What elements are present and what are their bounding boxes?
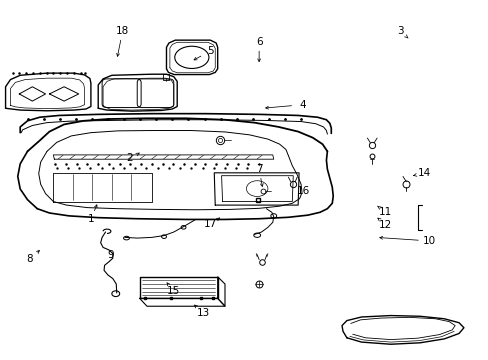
Text: 9: 9 [107,250,114,260]
Text: 16: 16 [296,186,309,196]
Text: 4: 4 [299,100,305,110]
Text: 14: 14 [417,168,430,178]
Text: 10: 10 [423,236,435,246]
Text: 13: 13 [196,308,209,318]
Text: 3: 3 [396,26,403,36]
Text: 1: 1 [87,215,94,224]
Text: 18: 18 [116,26,129,36]
Text: 12: 12 [379,220,392,230]
Text: 2: 2 [126,153,133,163]
Text: 7: 7 [255,164,262,174]
Text: 15: 15 [167,286,180,296]
Text: 17: 17 [203,219,217,229]
Text: 8: 8 [26,254,33,264]
Text: 5: 5 [206,46,213,56]
Text: 6: 6 [255,37,262,47]
Text: 11: 11 [379,207,392,217]
